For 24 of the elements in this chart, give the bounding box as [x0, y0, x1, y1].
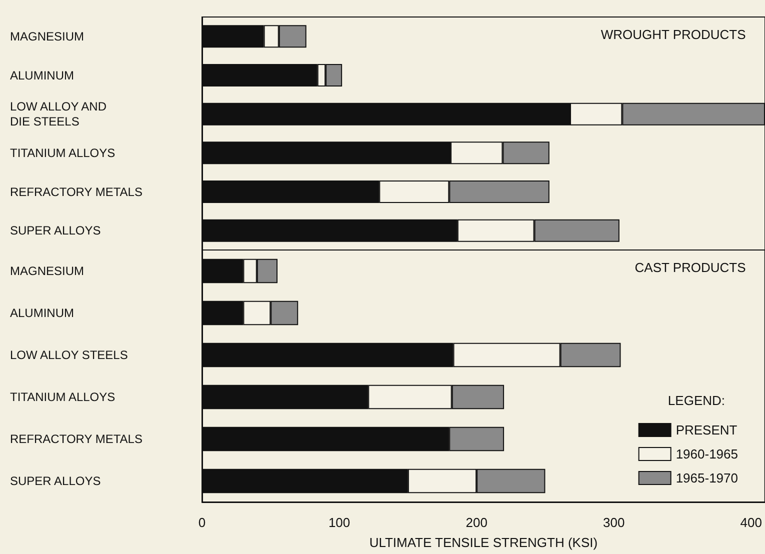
y-tick-label: ALUMINUM	[10, 306, 74, 320]
legend-label: PRESENT	[676, 422, 738, 438]
x-tick-label: 0	[198, 515, 206, 530]
legend-title: LEGEND:	[668, 393, 726, 408]
y-tick-label: LOW ALLOY STEELS	[10, 348, 128, 362]
y-tick-label: REFRACTORY METALS	[10, 432, 142, 446]
legend-label: 1965-1970	[676, 470, 738, 486]
y-tick-label: REFRACTORY METALS	[10, 184, 142, 199]
y-tick-label: ALUMINUM	[10, 68, 74, 82]
text: CAST PRODUCTS	[634, 260, 746, 275]
y-tick-label: LOW ALLOY AND DIE STEELS	[10, 100, 107, 129]
x-tick-label: 100	[328, 515, 350, 530]
y-tick-label: TITANIUM ALLOYS	[10, 390, 116, 404]
x-axis-title: ULTIMATE TENSILE STRENGTH (KSI)	[369, 535, 598, 550]
y-tick-label: TITANIUM ALLOYS	[10, 146, 116, 160]
y-tick-label: SUPER ALLOYS	[10, 474, 101, 488]
text: WROUGHT PRODUCTS	[600, 27, 746, 42]
y-tick-label: MAGNESIUM	[10, 29, 84, 44]
x-tick-label: 300	[603, 515, 625, 530]
legend-label: 1960-1965	[676, 446, 738, 462]
y-tick-label: SUPER ALLOYS	[10, 224, 101, 238]
x-tick-label: 200	[466, 515, 488, 530]
x-tick-label: 400	[740, 515, 762, 530]
y-tick-label: MAGNESIUM	[10, 264, 84, 278]
